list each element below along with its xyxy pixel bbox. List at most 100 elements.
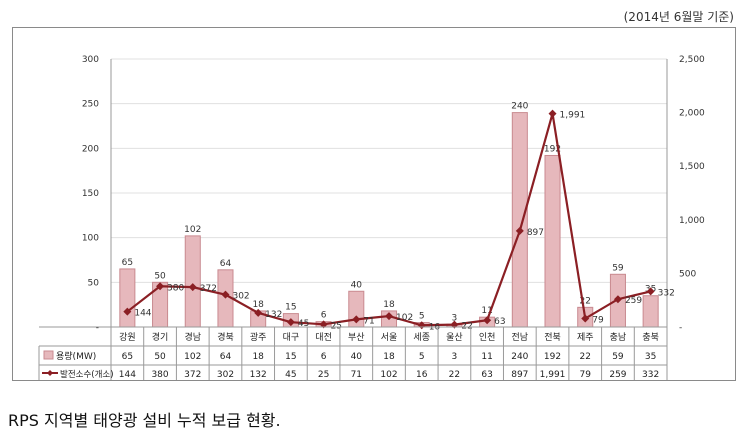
table-cell: 64 xyxy=(220,352,232,362)
table-cell: 302 xyxy=(217,370,234,380)
bar-label: 240 xyxy=(511,102,528,112)
line-marker xyxy=(286,318,295,327)
table-cell: 71 xyxy=(351,370,362,380)
table-cell: 380 xyxy=(151,370,168,380)
table-cell: 50 xyxy=(154,352,166,362)
line-label: 102 xyxy=(396,313,413,323)
right-tick-label: 2,000 xyxy=(679,109,705,119)
bar-label: 192 xyxy=(544,144,561,154)
category-label: 광주 xyxy=(250,331,267,343)
line-marker xyxy=(385,312,393,321)
line-label: 897 xyxy=(527,228,544,238)
bar-label: 64 xyxy=(220,259,232,269)
right-tick-label: - xyxy=(679,323,682,333)
category-label: 충남 xyxy=(610,332,627,343)
bar-label: 11 xyxy=(481,306,492,316)
line-marker xyxy=(548,109,557,118)
left-tick-label: 250 xyxy=(82,100,99,110)
table-cell: 59 xyxy=(612,352,624,362)
table-cell: 45 xyxy=(285,370,296,380)
line-marker xyxy=(123,307,132,316)
bar-label: 18 xyxy=(252,300,264,310)
bar xyxy=(642,295,659,328)
category-label: 전북 xyxy=(544,332,561,343)
table-cell: 18 xyxy=(252,352,264,362)
bar xyxy=(119,268,136,328)
table-cell: 192 xyxy=(544,352,561,362)
table-cell: 79 xyxy=(580,370,592,380)
bar-label: 6 xyxy=(321,311,327,321)
table-cell: 18 xyxy=(383,352,395,362)
line-label: 332 xyxy=(658,288,675,298)
bar-label: 22 xyxy=(580,296,591,306)
chart-svg: - 50 100 150 200 250 300 - 500 1,000 1,500 2,000 2,5… xyxy=(38,55,705,380)
category-label: 부산 xyxy=(348,332,365,343)
table-cell: 5 xyxy=(419,352,425,362)
bar-label: 102 xyxy=(184,225,201,235)
category-label: 서울 xyxy=(381,332,398,343)
table-cell: 16 xyxy=(416,370,428,380)
bar-label: 15 xyxy=(285,303,296,313)
chart-frame: - 50 100 150 200 250 300 - 500 1,000 1,500 2,000 2,5… xyxy=(12,27,736,381)
left-tick-label: 300 xyxy=(82,55,99,65)
left-tick-label: 50 xyxy=(88,278,100,288)
bar-label: 65 xyxy=(122,258,133,268)
table-cell: 15 xyxy=(285,352,296,362)
right-tick-label: 500 xyxy=(679,269,696,279)
category-label: 대구 xyxy=(283,332,300,343)
line-marker xyxy=(581,314,590,323)
table-cell: 25 xyxy=(318,370,329,380)
category-label: 경남 xyxy=(184,331,201,343)
legend-label-bar: 용량(MW) xyxy=(56,350,96,362)
bar xyxy=(511,112,528,328)
bar-label: 18 xyxy=(383,300,395,310)
bar-label: 40 xyxy=(351,280,363,290)
figure-caption: RPS 지역별 태양광 설비 누적 보급 현황. xyxy=(8,411,281,430)
table-cell: 144 xyxy=(119,370,136,380)
category-label: 울산 xyxy=(446,332,463,343)
line-marker xyxy=(352,315,361,324)
table-cell: 3 xyxy=(452,352,458,362)
table-cell: 11 xyxy=(481,352,492,362)
bar-label: 59 xyxy=(612,263,624,273)
table-cell: 240 xyxy=(511,352,528,362)
legend-swatch-bar xyxy=(43,350,54,360)
line-label: 302 xyxy=(232,292,249,302)
line-marker xyxy=(319,320,328,329)
left-tick-label: 150 xyxy=(82,189,99,199)
line-label: 79 xyxy=(592,316,604,326)
left-tick-label: 100 xyxy=(82,234,99,244)
line-label: 71 xyxy=(363,316,374,326)
legend-label-line: 발전소수(개소) xyxy=(60,369,114,380)
line-marker xyxy=(515,226,524,235)
table-cell: 22 xyxy=(580,352,591,362)
right-tick-label: 1,500 xyxy=(679,162,705,172)
bar xyxy=(544,154,561,328)
line-label: 259 xyxy=(625,296,642,306)
table-cell: 63 xyxy=(481,370,492,380)
line-label: 25 xyxy=(331,321,342,331)
right-tick-label: 1,000 xyxy=(679,216,705,226)
line-marker xyxy=(221,290,230,299)
category-label: 충북 xyxy=(642,332,659,343)
line-label: 144 xyxy=(134,309,151,319)
bar xyxy=(184,235,201,328)
category-label: 전남 xyxy=(512,332,529,343)
category-label: 강원 xyxy=(119,332,136,343)
line-marker xyxy=(188,283,197,292)
legend-swatch-marker xyxy=(47,370,53,376)
table-cell: 332 xyxy=(642,370,659,380)
table-cell: 6 xyxy=(321,352,327,362)
line-marker xyxy=(613,295,622,304)
category-label: 경기 xyxy=(152,331,169,343)
left-tick-label: - xyxy=(96,323,99,333)
table-cell: 372 xyxy=(184,370,201,380)
line-label: 45 xyxy=(298,319,309,329)
table-cell: 897 xyxy=(511,370,528,380)
bar-label: 5 xyxy=(419,312,425,322)
category-label: 인천 xyxy=(479,332,496,343)
category-label: 제주 xyxy=(577,332,594,343)
line-label: 132 xyxy=(265,310,282,320)
left-tick-label: 200 xyxy=(82,144,99,154)
category-label: 경북 xyxy=(217,331,234,343)
